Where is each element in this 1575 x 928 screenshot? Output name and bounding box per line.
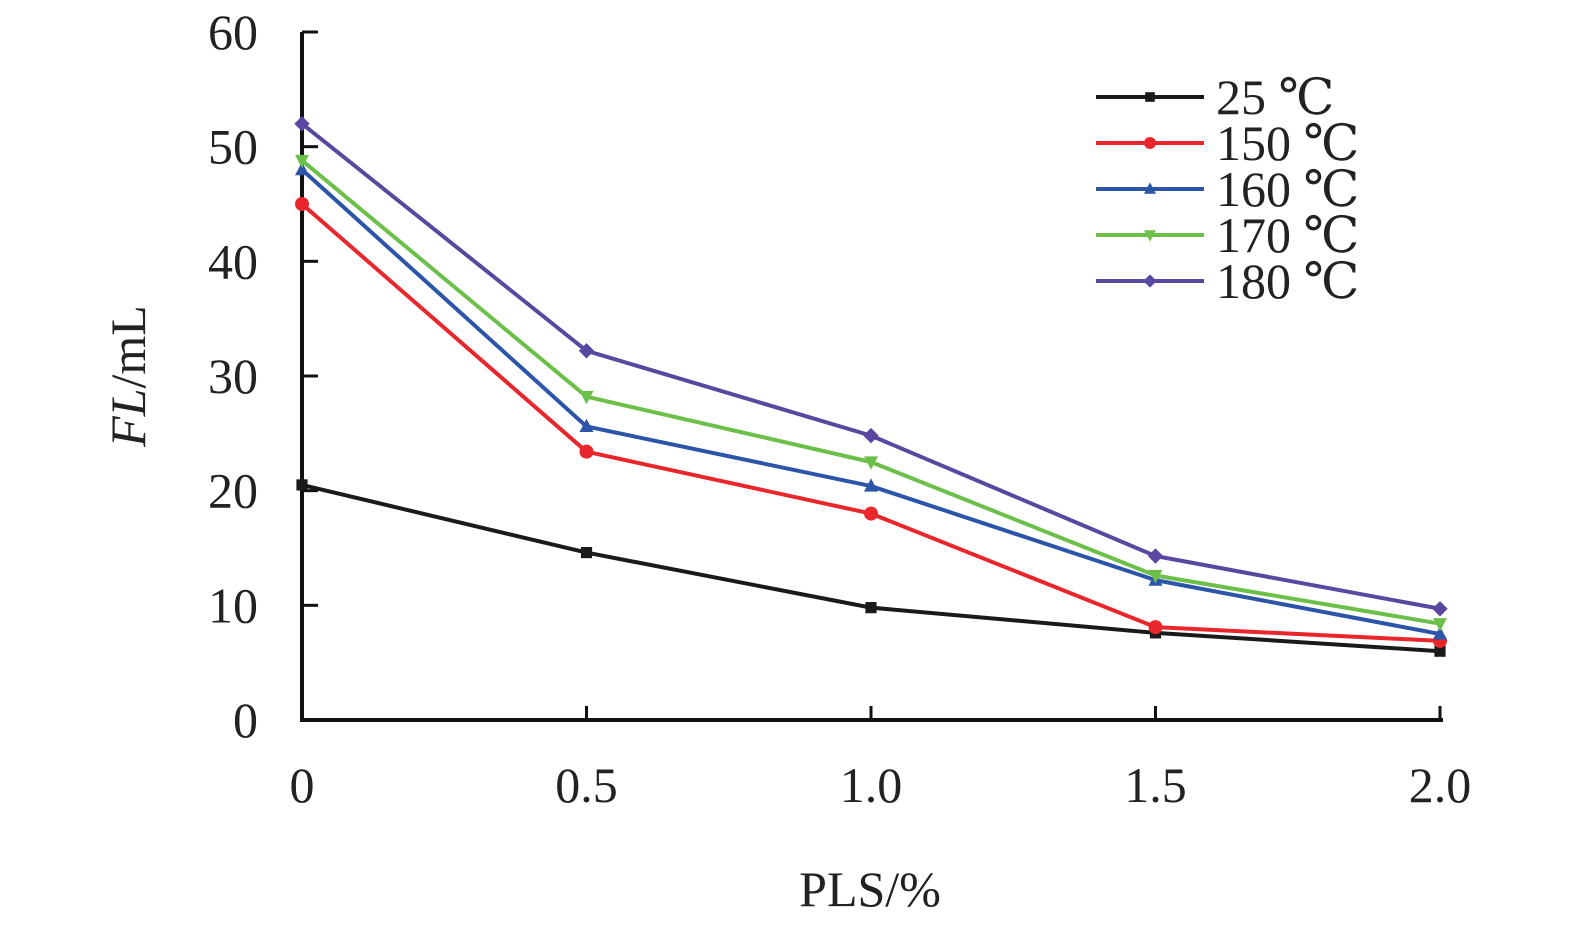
legend-item: 180 ℃ [1096, 253, 1359, 309]
series [294, 116, 1448, 617]
legend-label: 170 ℃ [1216, 207, 1359, 263]
data-point-triangle [579, 418, 594, 433]
legend-item: 25 ℃ [1096, 69, 1334, 125]
y-tick-label: 30 [208, 348, 258, 404]
data-point-square [865, 602, 877, 614]
series-group [294, 116, 1448, 657]
series [295, 154, 1447, 632]
x-axis-title: PLS/% [799, 861, 941, 917]
legend-label: 180 ℃ [1216, 253, 1359, 309]
data-point-square [1145, 92, 1155, 102]
data-point-diamond [1432, 601, 1448, 617]
x-tick-label: 1.5 [1124, 757, 1187, 813]
data-point-triangle-down [295, 154, 309, 169]
x-tick-label: 1.0 [840, 757, 903, 813]
data-point-triangle-down [1433, 618, 1447, 632]
data-point-diamond [578, 343, 595, 359]
data-point-triangle-down [1148, 569, 1163, 584]
y-ticks: 0 10 20 30 40 50 60 [208, 4, 318, 748]
x-tick-label: 0.5 [555, 757, 618, 813]
data-point-circle [1148, 620, 1163, 635]
series [295, 161, 1447, 640]
data-point-circle [864, 506, 878, 521]
y-tick-label: 60 [208, 4, 258, 60]
data-point-diamond [1143, 274, 1157, 288]
legend-item: 160 ℃ [1096, 161, 1359, 217]
data-point-triangle [295, 161, 309, 176]
data-point-diamond [863, 427, 879, 444]
y-tick-label: 0 [233, 692, 258, 748]
legend-label: 160 ℃ [1216, 161, 1359, 217]
x-tick-label: 2.0 [1409, 757, 1472, 813]
legend-label: 25 ℃ [1216, 69, 1334, 125]
data-point-triangle [1433, 626, 1447, 640]
legend-item: 170 ℃ [1096, 207, 1359, 263]
y-axis-title-unit: /mL [100, 305, 156, 388]
y-axis-title-variable: FL [100, 388, 156, 447]
data-point-triangle-down [864, 456, 878, 470]
data-point-triangle-down [1144, 230, 1156, 242]
data-point-triangle [1144, 182, 1156, 194]
y-tick-label: 10 [208, 577, 258, 633]
data-point-triangle [864, 478, 878, 492]
data-point-diamond [294, 116, 310, 132]
y-axis-title: FL/mL [100, 305, 156, 448]
data-point-diamond [1147, 548, 1164, 564]
data-point-square [1434, 645, 1446, 657]
legend-label: 150 ℃ [1216, 115, 1359, 171]
data-point-square [296, 479, 308, 491]
data-point-circle [579, 444, 594, 459]
legend-item: 150 ℃ [1096, 115, 1359, 171]
x-ticks: 0 0.5 1.0 1.5 2.0 [290, 706, 1472, 813]
y-tick-label: 20 [208, 463, 258, 519]
data-point-circle [295, 197, 309, 211]
series [296, 479, 1446, 657]
y-tick-label: 40 [208, 233, 258, 289]
data-point-circle [1144, 137, 1156, 149]
y-tick-label: 50 [208, 119, 258, 175]
x-tick-label: 0 [290, 757, 315, 813]
data-point-square [580, 546, 593, 559]
data-point-triangle-down [579, 391, 594, 405]
